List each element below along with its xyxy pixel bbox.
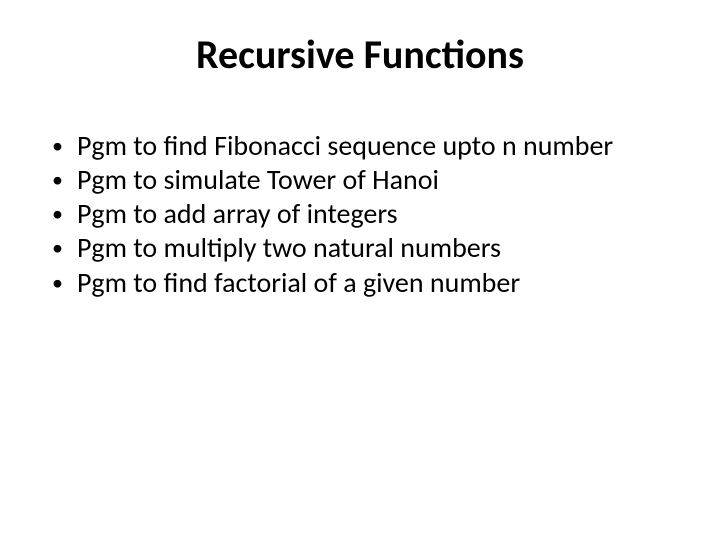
bullet-dot-icon: • xyxy=(52,233,63,264)
list-item-text: Pgm to add array of integers xyxy=(77,197,680,231)
bullet-dot-icon: • xyxy=(52,268,63,299)
list-item: • Pgm to find factorial of a given numbe… xyxy=(52,266,680,300)
list-item: • Pgm to simulate Tower of Hanoi xyxy=(52,163,680,197)
list-item-text: Pgm to simulate Tower of Hanoi xyxy=(77,163,680,197)
list-item-text: Pgm to find factorial of a given number xyxy=(77,266,680,300)
list-item-text: Pgm to multiply two natural numbers xyxy=(77,231,680,265)
list-item: • Pgm to add array of integers xyxy=(52,197,680,231)
list-item-text: Pgm to find Fibonacci sequence upto n nu… xyxy=(77,129,680,163)
list-item: • Pgm to find Fibonacci sequence upto n … xyxy=(52,129,680,163)
bullet-dot-icon: • xyxy=(52,165,63,196)
slide-title: Recursive Functions xyxy=(40,30,680,79)
bullet-dot-icon: • xyxy=(52,131,63,162)
bullet-dot-icon: • xyxy=(52,199,63,230)
bullet-list: • Pgm to find Fibonacci sequence upto n … xyxy=(40,129,680,300)
list-item: • Pgm to multiply two natural numbers xyxy=(52,231,680,265)
